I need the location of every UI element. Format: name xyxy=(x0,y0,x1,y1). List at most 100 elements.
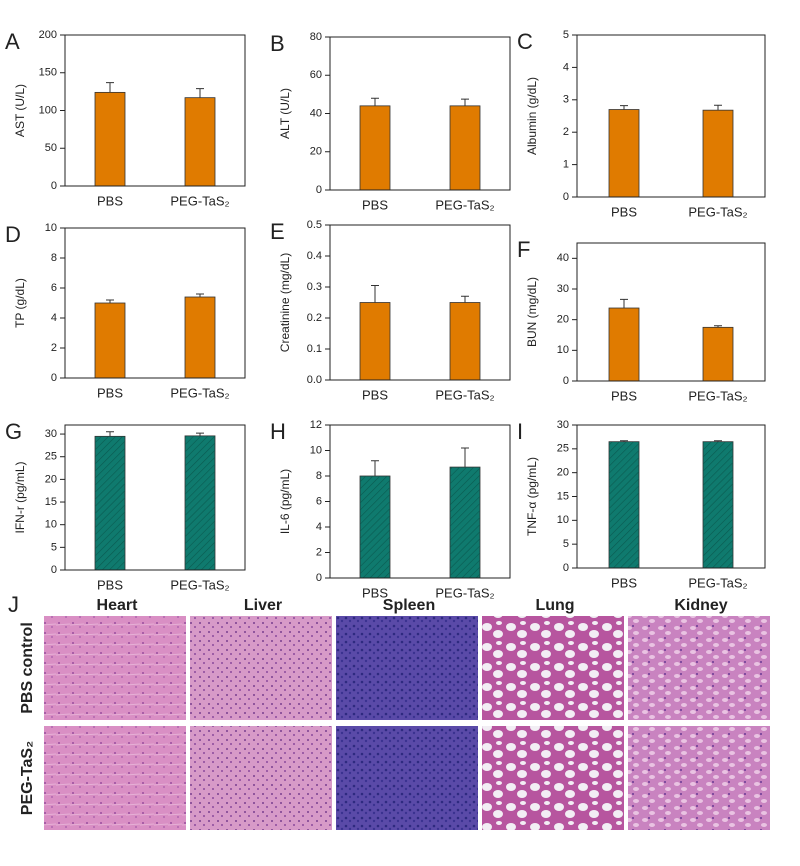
bar-chart: E Creatinine (mg/dL) 0.0 0.1 0.2 0.3 0.4 0.5 PBS… xyxy=(270,219,511,402)
y-tick-label: 8 xyxy=(51,252,57,264)
bar-hatch xyxy=(609,441,639,568)
y-axis-label: BUN (mg/dL) xyxy=(525,277,539,347)
x-tick-label: PBS xyxy=(362,197,388,212)
x-tick-label: PBS xyxy=(611,575,637,590)
column-header: Liver xyxy=(244,597,282,614)
column-header: Heart xyxy=(97,597,139,614)
y-axis-label: TP (g/dL) xyxy=(13,278,27,328)
bar-hatch xyxy=(703,441,733,568)
y-tick-label: 15 xyxy=(557,490,569,502)
bar xyxy=(94,302,126,379)
y-tick-label: 0 xyxy=(563,191,569,203)
y-tick-label: 10 xyxy=(45,519,57,531)
bar-chart: D TP (g/dL) 0 2 4 6 8 10 PBS PEG-TaS₂ xyxy=(5,222,246,400)
y-tick-label: 0 xyxy=(51,564,57,576)
micrograph xyxy=(628,726,770,830)
bar xyxy=(449,302,481,381)
row-label: PBS control xyxy=(19,622,36,714)
plot-frame xyxy=(64,227,246,379)
y-axis-label: TNF-α (pg/mL) xyxy=(525,457,539,536)
y-tick-label: 5 xyxy=(563,29,569,41)
bar-hatch xyxy=(95,436,125,570)
y-tick-label: 15 xyxy=(45,496,57,508)
plot-frame xyxy=(576,242,766,382)
row-label: PEG-TaS₂ xyxy=(19,741,36,815)
y-tick-label: 20 xyxy=(557,467,569,479)
bar-chart: B ALT (U/L) 0 20 40 60 80 PBS PEG-TaS₂ xyxy=(270,31,511,212)
y-tick-label: 10 xyxy=(557,514,569,526)
bar-hatch xyxy=(360,476,390,578)
y-tick-label: 10 xyxy=(45,222,57,234)
x-tick-label: PEG-TaS₂ xyxy=(688,575,747,590)
error-bar xyxy=(106,82,114,93)
panel-letter: E xyxy=(270,219,285,244)
y-tick-label: 60 xyxy=(310,69,322,81)
micrograph xyxy=(336,726,478,830)
panel-letter: G xyxy=(5,419,22,444)
x-tick-label: PBS xyxy=(97,385,123,400)
y-tick-label: 4 xyxy=(316,521,322,533)
panel-letter: C xyxy=(517,29,533,54)
plot-frame xyxy=(576,34,766,198)
error-bar xyxy=(461,447,469,468)
error-bar xyxy=(371,460,379,476)
y-tick-label: 0.1 xyxy=(307,343,322,355)
x-tick-label: PEG-TaS₂ xyxy=(170,385,229,400)
error-bar xyxy=(714,440,722,442)
y-tick-label: 4 xyxy=(51,312,57,324)
bar-chart: C Albumin (g/dL) 0 1 2 3 4 5 PBS PEG-TaS₂ xyxy=(517,29,766,219)
y-tick-label: 30 xyxy=(45,428,57,440)
bar-hatch xyxy=(185,435,215,570)
y-tick-label: 5 xyxy=(563,538,569,550)
x-tick-label: PEG-TaS₂ xyxy=(688,388,747,403)
error-bar xyxy=(371,284,379,303)
y-tick-label: 40 xyxy=(557,252,569,264)
bar-chart: H IL-6 (pg/mL) 0 2 4 6 8 10 12 PBS PEG-TaS₂ xyxy=(270,419,511,600)
micrograph xyxy=(336,616,478,720)
error-bar xyxy=(196,88,204,98)
y-tick-label: 20 xyxy=(310,146,322,158)
y-tick-label: 20 xyxy=(557,314,569,326)
y-axis-label: AST (U/L) xyxy=(13,84,27,137)
panel-letter: D xyxy=(5,222,21,247)
y-tick-label: 80 xyxy=(310,31,322,43)
error-bar xyxy=(714,104,722,111)
plot-frame xyxy=(64,424,246,571)
plot-frame xyxy=(64,34,246,187)
x-tick-label: PEG-TaS₂ xyxy=(435,585,494,600)
y-axis-label: IL-6 (pg/mL) xyxy=(278,469,292,534)
micrograph xyxy=(44,726,186,830)
y-tick-label: 2 xyxy=(563,126,569,138)
micrograph xyxy=(482,726,624,830)
column-header: Kidney xyxy=(674,597,727,614)
y-axis-label: Albumin (g/dL) xyxy=(525,77,539,155)
bar xyxy=(359,105,391,191)
bar xyxy=(608,109,640,198)
y-tick-label: 50 xyxy=(45,142,57,154)
y-tick-label: 200 xyxy=(39,29,57,41)
bar xyxy=(702,109,734,198)
y-tick-label: 30 xyxy=(557,283,569,295)
x-tick-label: PBS xyxy=(97,577,123,592)
y-tick-label: 150 xyxy=(39,67,57,79)
y-axis-label: ALT (U/L) xyxy=(278,88,292,139)
x-tick-label: PBS xyxy=(97,193,123,208)
y-tick-label: 25 xyxy=(45,451,57,463)
panel-letter: H xyxy=(270,419,286,444)
y-tick-label: 30 xyxy=(557,419,569,431)
y-tick-label: 1 xyxy=(563,159,569,171)
y-tick-label: 40 xyxy=(310,107,322,119)
bar xyxy=(702,326,734,382)
y-tick-label: 6 xyxy=(51,282,57,294)
bar xyxy=(608,307,640,382)
bar xyxy=(184,97,216,187)
y-tick-label: 0 xyxy=(563,562,569,574)
y-tick-label: 0.2 xyxy=(307,312,322,324)
y-tick-label: 12 xyxy=(310,419,322,431)
y-tick-label: 8 xyxy=(316,470,322,482)
column-header: Lung xyxy=(535,597,574,614)
micrograph xyxy=(190,726,332,830)
y-axis-label: Creatinine (mg/dL) xyxy=(278,253,292,352)
column-header: Spleen xyxy=(383,597,435,614)
